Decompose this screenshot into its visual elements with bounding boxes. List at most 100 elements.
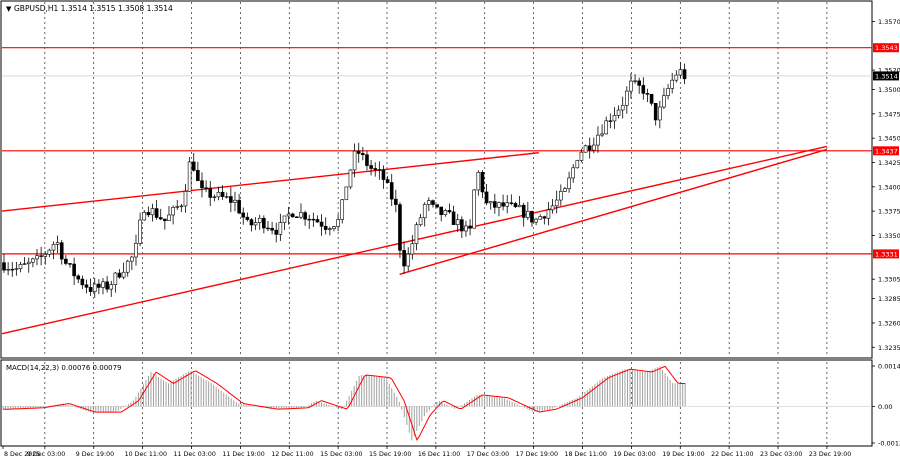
candle-body: [262, 217, 266, 229]
candle-body: [245, 216, 250, 220]
price-tick-label: 1.3475: [878, 110, 900, 118]
candle-body: [175, 206, 180, 208]
candle-body: [282, 215, 287, 223]
candle-body: [517, 204, 522, 208]
candle-body: [493, 201, 497, 208]
candle-body: [274, 229, 279, 235]
time-tick-label: 9 Dec 19:00: [76, 451, 114, 458]
candle-body: [443, 210, 448, 215]
candle-body: [616, 109, 621, 116]
candle-body: [550, 205, 555, 211]
candle-body: [51, 244, 56, 251]
time-tick-label: 12 Dec 11:00: [271, 451, 313, 458]
candle-body: [402, 249, 406, 267]
candle-body: [385, 179, 390, 183]
candle-body: [241, 212, 246, 218]
macd-tick-label: 0.00141: [878, 363, 900, 371]
time-tick-label: 16 Dec 11:00: [418, 451, 460, 458]
candle-body: [538, 216, 543, 220]
candle-body: [249, 219, 254, 226]
candle-body: [670, 79, 674, 89]
macd-tick-label: 0.00: [878, 403, 892, 411]
candle-body: [468, 225, 472, 229]
level-label-text: 1.3437: [875, 147, 898, 155]
candle-body: [64, 258, 68, 264]
candle-body: [505, 202, 510, 207]
price-tick-label: 1.3375: [878, 208, 900, 216]
candle-body: [125, 260, 130, 273]
candle-body: [150, 208, 155, 216]
candlestick-series: [2, 62, 687, 298]
candle-body: [146, 212, 151, 216]
candle-body: [191, 161, 196, 171]
candle-body: [208, 187, 213, 198]
candle-body: [134, 243, 138, 258]
time-tick-label: 15 Dec 03:00: [320, 451, 362, 458]
candle-body: [216, 192, 221, 198]
candle-body: [641, 85, 646, 94]
candle-body: [6, 268, 10, 271]
candle-body: [455, 219, 460, 225]
candle-body: [612, 115, 617, 122]
candle-body: [204, 187, 208, 189]
candle-body: [344, 186, 349, 201]
level-label-text: 1.3543: [875, 44, 898, 52]
candle-body: [68, 263, 72, 265]
candle-body: [14, 268, 19, 270]
candle-body: [315, 219, 320, 223]
price-tick-label: 1.3260: [878, 319, 900, 327]
candle-body: [257, 217, 262, 223]
candle-body: [509, 202, 514, 204]
candle-body: [113, 272, 118, 285]
time-tick-label: 19 Dec 03:00: [613, 451, 655, 458]
trend-line[interactable]: [1, 152, 539, 212]
candle-body: [2, 262, 6, 271]
candle-body: [389, 182, 394, 200]
candle-body: [179, 205, 184, 208]
price-tick-label: 1.3450: [878, 135, 900, 143]
candle-body: [253, 222, 258, 226]
candle-body: [356, 150, 361, 154]
horizontal-levels[interactable]: [2, 47, 872, 255]
candle-body: [472, 189, 477, 229]
candle-body: [142, 212, 147, 221]
candle-body: [171, 206, 175, 216]
trend-line[interactable]: [399, 148, 827, 276]
candle-body: [92, 283, 97, 292]
candle-body: [637, 80, 641, 86]
candle-body: [501, 202, 505, 207]
collapse-triangle-icon[interactable]: ▼: [6, 5, 12, 13]
candle-body: [633, 80, 637, 82]
level-label-box: [873, 43, 899, 53]
candle-body: [84, 284, 89, 288]
candle-body: [299, 212, 303, 218]
candle-body: [43, 253, 48, 257]
candle-body: [59, 242, 64, 260]
candle-body: [97, 283, 101, 288]
time-tick-label: 11 Dec 03:00: [174, 451, 216, 458]
candle-body: [451, 211, 456, 225]
candle-body: [563, 188, 567, 192]
time-tick-label: 17 Dec 19:00: [516, 451, 558, 458]
candle-body: [604, 120, 608, 135]
candle-body: [542, 216, 547, 219]
time-tick-label: 8 Dec 2025: [4, 451, 40, 458]
candle-body: [233, 199, 237, 203]
candle-body: [410, 243, 415, 255]
trend-lines[interactable]: [1, 145, 827, 335]
trend-line[interactable]: [1, 145, 827, 335]
candle-body: [47, 249, 52, 255]
time-tick-label: 17 Dec 03:00: [467, 451, 509, 458]
candle-body: [620, 104, 625, 111]
candle-body: [583, 145, 588, 153]
candle-body: [653, 103, 658, 121]
candle-body: [336, 219, 340, 227]
candle-body: [26, 261, 31, 265]
candle-body: [109, 284, 114, 290]
candle-body: [422, 204, 427, 219]
macd-signal-line: [3, 365, 686, 441]
candle-body: [18, 264, 23, 269]
candle-body: [373, 168, 378, 170]
